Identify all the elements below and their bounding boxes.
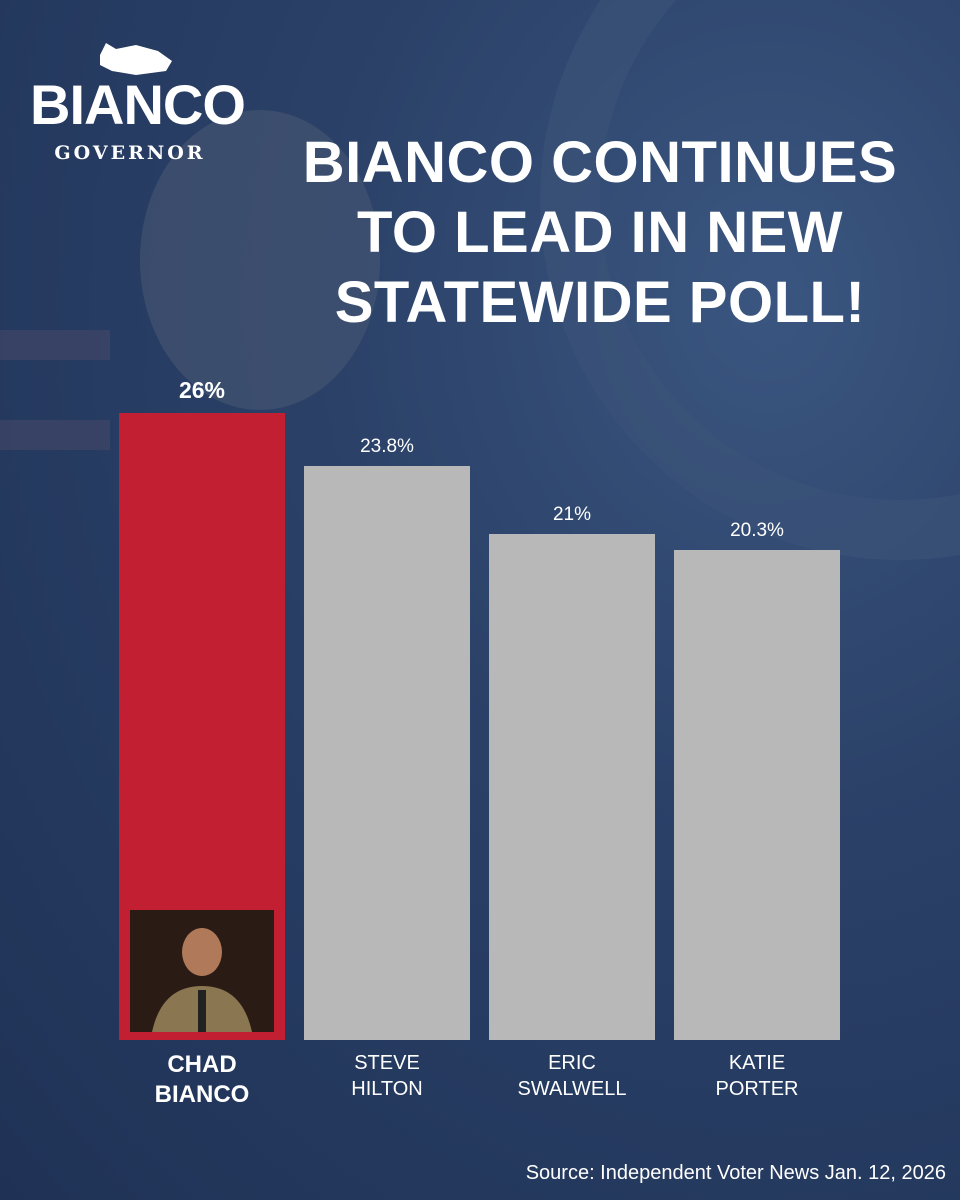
value-label: 23.8% [360,436,414,458]
x-tick-label: STEVE HILTON [304,1050,470,1102]
category-name: KATIE PORTER [715,1052,799,1100]
bar [304,466,470,1040]
value-label: 26% [178,377,226,403]
x-tick-label: KATIE PORTER [674,1050,840,1102]
bar [119,413,285,1040]
category-name: STEVE HILTON [351,1052,423,1100]
logo-name: BIANCO [30,73,246,136]
logo-bear [100,43,172,75]
x-tick-label: ERIC SWALWELL [489,1050,655,1102]
chart-title: BIANCO CONTINUES TO LEAD IN NEW STATEWID… [302,130,898,335]
bar [489,533,655,1040]
value-label: 20.3% [730,520,784,542]
x-tick-label: CHAD BIANCO [119,1050,285,1110]
source: Source: Independent Voter News Jan. 12, … [525,1162,946,1184]
candidate-photo [130,910,274,1032]
bar [674,550,840,1040]
logo-subtitle: GOVERNOR [54,142,206,164]
value-label: 21% [552,503,592,525]
category-name: ERIC SWALWELL [517,1052,627,1100]
category-name: CHAD BIANCO [154,1051,250,1108]
